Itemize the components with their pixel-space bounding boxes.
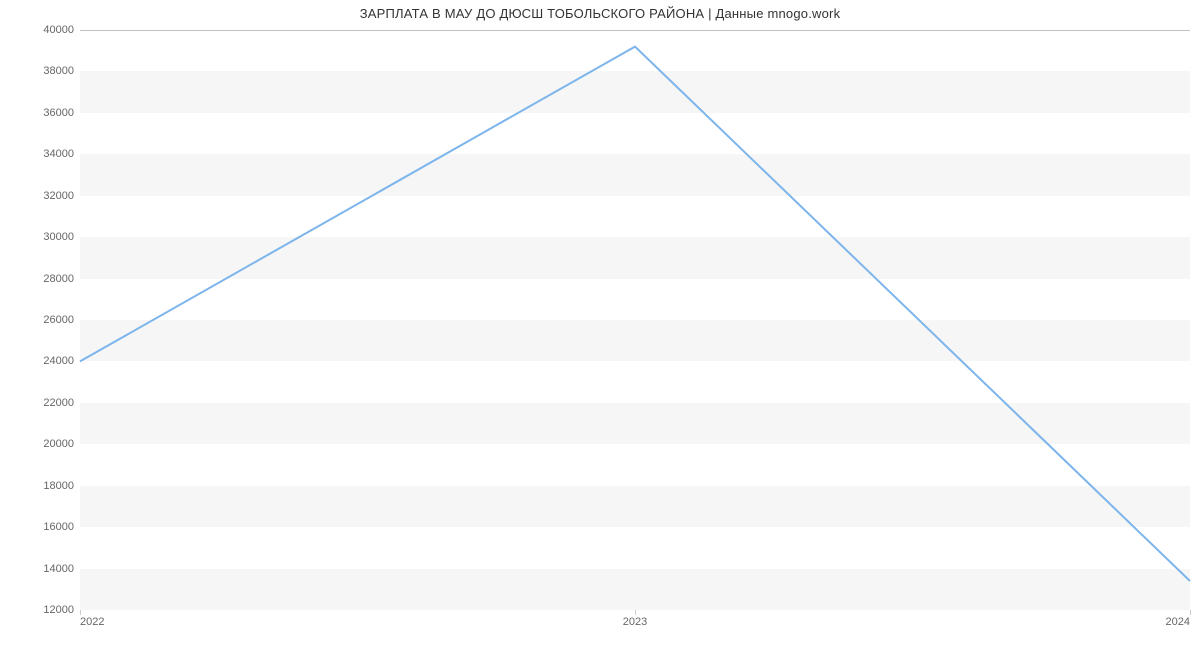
x-tick-label: 2022 [80,616,104,628]
x-tick [80,610,81,615]
plot-top-border [80,30,1190,31]
y-tick-label: 30000 [43,231,74,243]
y-tick-label: 14000 [43,563,74,575]
series-line-salary [80,47,1190,581]
chart-title: ЗАРПЛАТА В МАУ ДО ДЮСШ ТОБОЛЬСКОГО РАЙОН… [0,6,1200,21]
x-tick-label: 2023 [623,616,647,628]
line-layer [80,30,1190,610]
x-tick [1190,610,1191,615]
y-tick-label: 16000 [43,521,74,533]
x-tick [635,610,636,615]
plot-area: 1200014000160001800020000220002400026000… [80,30,1190,610]
salary-line-chart: ЗАРПЛАТА В МАУ ДО ДЮСШ ТОБОЛЬСКОГО РАЙОН… [0,0,1200,650]
y-tick-label: 38000 [43,65,74,77]
y-tick-label: 20000 [43,438,74,450]
y-tick-label: 18000 [43,480,74,492]
y-tick-label: 34000 [43,148,74,160]
y-tick-label: 12000 [43,604,74,616]
y-tick-label: 24000 [43,355,74,367]
y-tick-label: 28000 [43,273,74,285]
y-tick-label: 36000 [43,107,74,119]
x-tick-label: 2024 [1166,616,1190,628]
y-tick-label: 26000 [43,314,74,326]
y-tick-label: 22000 [43,397,74,409]
y-tick-label: 40000 [43,24,74,36]
y-tick-label: 32000 [43,190,74,202]
